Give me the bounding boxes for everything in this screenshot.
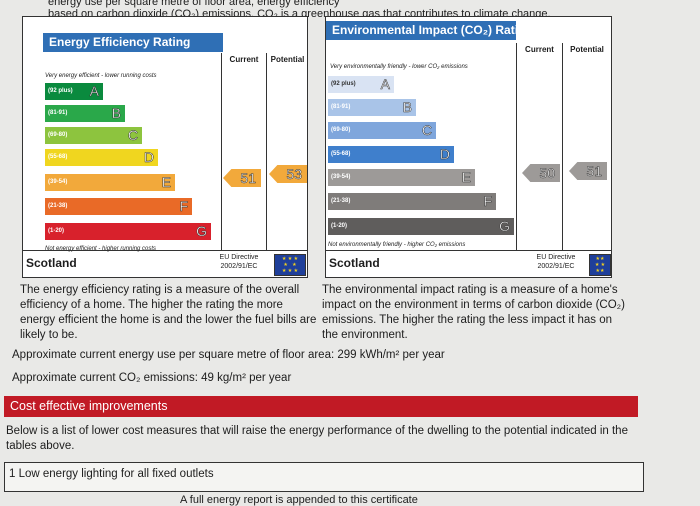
environmental-description: The environmental impact rating is a mea… [322, 284, 625, 341]
current-column-header: Current [229, 55, 259, 64]
efficiency-band-d: (55-68) D [45, 149, 158, 166]
environmental-current-rating: 50 [522, 164, 560, 182]
efficiency-bottom-note: Not energy efficient - higher running co… [45, 246, 157, 252]
region-label: Scotland [329, 256, 380, 270]
environmental-panel-title: Environmental Impact (CO₂) Rating [326, 21, 533, 40]
environmental-band-d: (55-68) D [328, 146, 454, 163]
efficiency-band-g: (1-20) G [45, 223, 211, 240]
environmental-bottom-note: Not environmentally friendly - higher CO… [328, 242, 466, 248]
improvements-heading: Cost effective improvements [4, 396, 638, 417]
potential-column-header: Potential [270, 55, 305, 64]
environmental-band-e: (39-54) E [328, 169, 475, 186]
environmental-band-a: (92 plus) A [328, 76, 394, 93]
efficiency-band-c: (69-80) C [45, 127, 142, 144]
improvement-item: 1 Low energy lighting for all fixed outl… [4, 462, 644, 492]
energy-use-stat: Approximate current energy use per squar… [12, 349, 445, 361]
environmental-footer: Scotland EU Directive 2002/91/EC ★★ ★ ★ ★★ [326, 250, 611, 277]
eu-directive-text: EU Directive 2002/91/EC [219, 254, 259, 270]
efficiency-band-e: (39-54) E [45, 174, 175, 191]
environmental-band-b: (81-91) B [328, 99, 416, 116]
environmental-impact-panel: Environmental Impact (CO₂) Rating Curren… [325, 16, 612, 278]
trailing-text: A full energy report is appended to this… [180, 494, 418, 506]
energy-efficiency-panel: Energy Efficiency Rating Current Potenti… [22, 16, 308, 278]
efficiency-top-note: Very energy efficient - lower running co… [45, 73, 157, 79]
region-label: Scotland [26, 256, 77, 270]
environmental-band-c: (69-80) C [328, 122, 436, 139]
efficiency-band-f: (21-38) F [45, 198, 192, 215]
efficiency-current-rating: 51 [223, 169, 261, 187]
efficiency-panel-title: Energy Efficiency Rating [43, 33, 223, 52]
environmental-potential-rating: 51 [569, 162, 607, 180]
potential-column-header: Potential [570, 45, 604, 54]
environmental-band-g: (1-20) G [328, 218, 514, 235]
improvements-intro: Below is a list of lower cost measures t… [6, 425, 628, 452]
environmental-band-f: (21-38) F [328, 193, 496, 210]
efficiency-band-b: (81-91) B [45, 105, 125, 122]
eu-flag-icon: ★★ ★ ★ ★★ [589, 254, 611, 276]
efficiency-description: The energy efficiency rating is a measur… [20, 284, 317, 341]
eu-directive-text: EU Directive 2002/91/EC [536, 254, 576, 270]
efficiency-potential-rating: 53 [269, 165, 307, 183]
current-column-header: Current [525, 45, 554, 54]
co2-emissions-stat: Approximate current CO₂ emissions: 49 kg… [12, 372, 292, 384]
efficiency-band-a: (92 plus) A [45, 83, 103, 100]
environmental-top-note: Very environmentally friendly - lower CO… [330, 64, 468, 70]
eu-flag-icon: ★ ★ ★ ★ ★ ★ ★ ★ [274, 254, 306, 276]
efficiency-footer: Scotland EU Directive 2002/91/EC ★ ★ ★ ★ … [23, 250, 307, 277]
